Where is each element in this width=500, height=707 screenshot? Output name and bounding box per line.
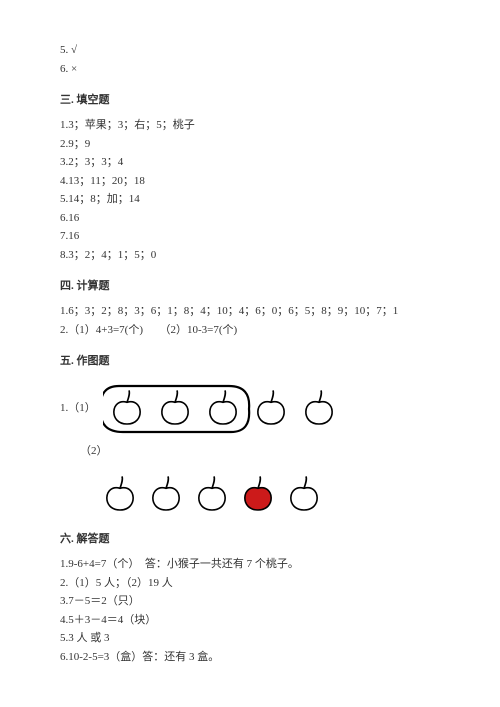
figure-apples-row-1 (103, 378, 363, 436)
answer-line: 4.13；11；20；18 (60, 173, 440, 190)
answer-line: 3.7－5＝2（只） (60, 593, 440, 610)
answer-line: 2.9；9 (60, 136, 440, 153)
answer-line: 1.3；苹果；3；右；5；桃子 (60, 117, 440, 134)
top-answer-line: 6. × (60, 61, 440, 78)
section-4-title: 四. 计算题 (60, 277, 440, 293)
figure-apples-row-2 (100, 468, 340, 516)
answer-line: 6.10-2-5=3（盒）答：还有 3 盒。 (60, 649, 440, 666)
figure-2-label: （2） (80, 442, 440, 458)
answer-line: 4.5＋3－4＝4（块） (60, 612, 440, 629)
answer-line: 2.（1）5 人；（2）19 人 (60, 575, 440, 592)
figure-1-wrap: 1.（1） (60, 378, 440, 436)
answer-line: 2.（1）4+3=7(个) （2）10-3=7(个) (60, 322, 440, 339)
section-3-title: 三. 填空题 (60, 91, 440, 107)
section-5-title: 五. 作图题 (60, 352, 440, 368)
top-answer-line: 5. √ (60, 42, 440, 59)
answer-line: 3.2；3；3；4 (60, 154, 440, 171)
document-page: 5. √ 6. × 三. 填空题 1.3；苹果；3；右；5；桃子 2.9；9 3… (0, 0, 500, 707)
answer-line: 6.16 (60, 210, 440, 227)
answer-line: 1.6；3；2；8；3；6；1；8；4；10；4；6；0；6；5；8；9；10；… (60, 303, 440, 320)
answer-line: 5.14；8；加；14 (60, 191, 440, 208)
section-6-title: 六. 解答题 (60, 530, 440, 546)
answer-line: 1.9-6+4=7（个） 答：小猴子一共还有 7 个桃子。 (60, 556, 440, 573)
answer-line: 7.16 (60, 228, 440, 245)
answer-line: 8.3；2；4；1；5；0 (60, 247, 440, 264)
figure-1-label: 1.（1） (60, 399, 96, 415)
figure-2-wrap (100, 468, 440, 516)
answer-line: 5.3 人 或 3 (60, 630, 440, 647)
